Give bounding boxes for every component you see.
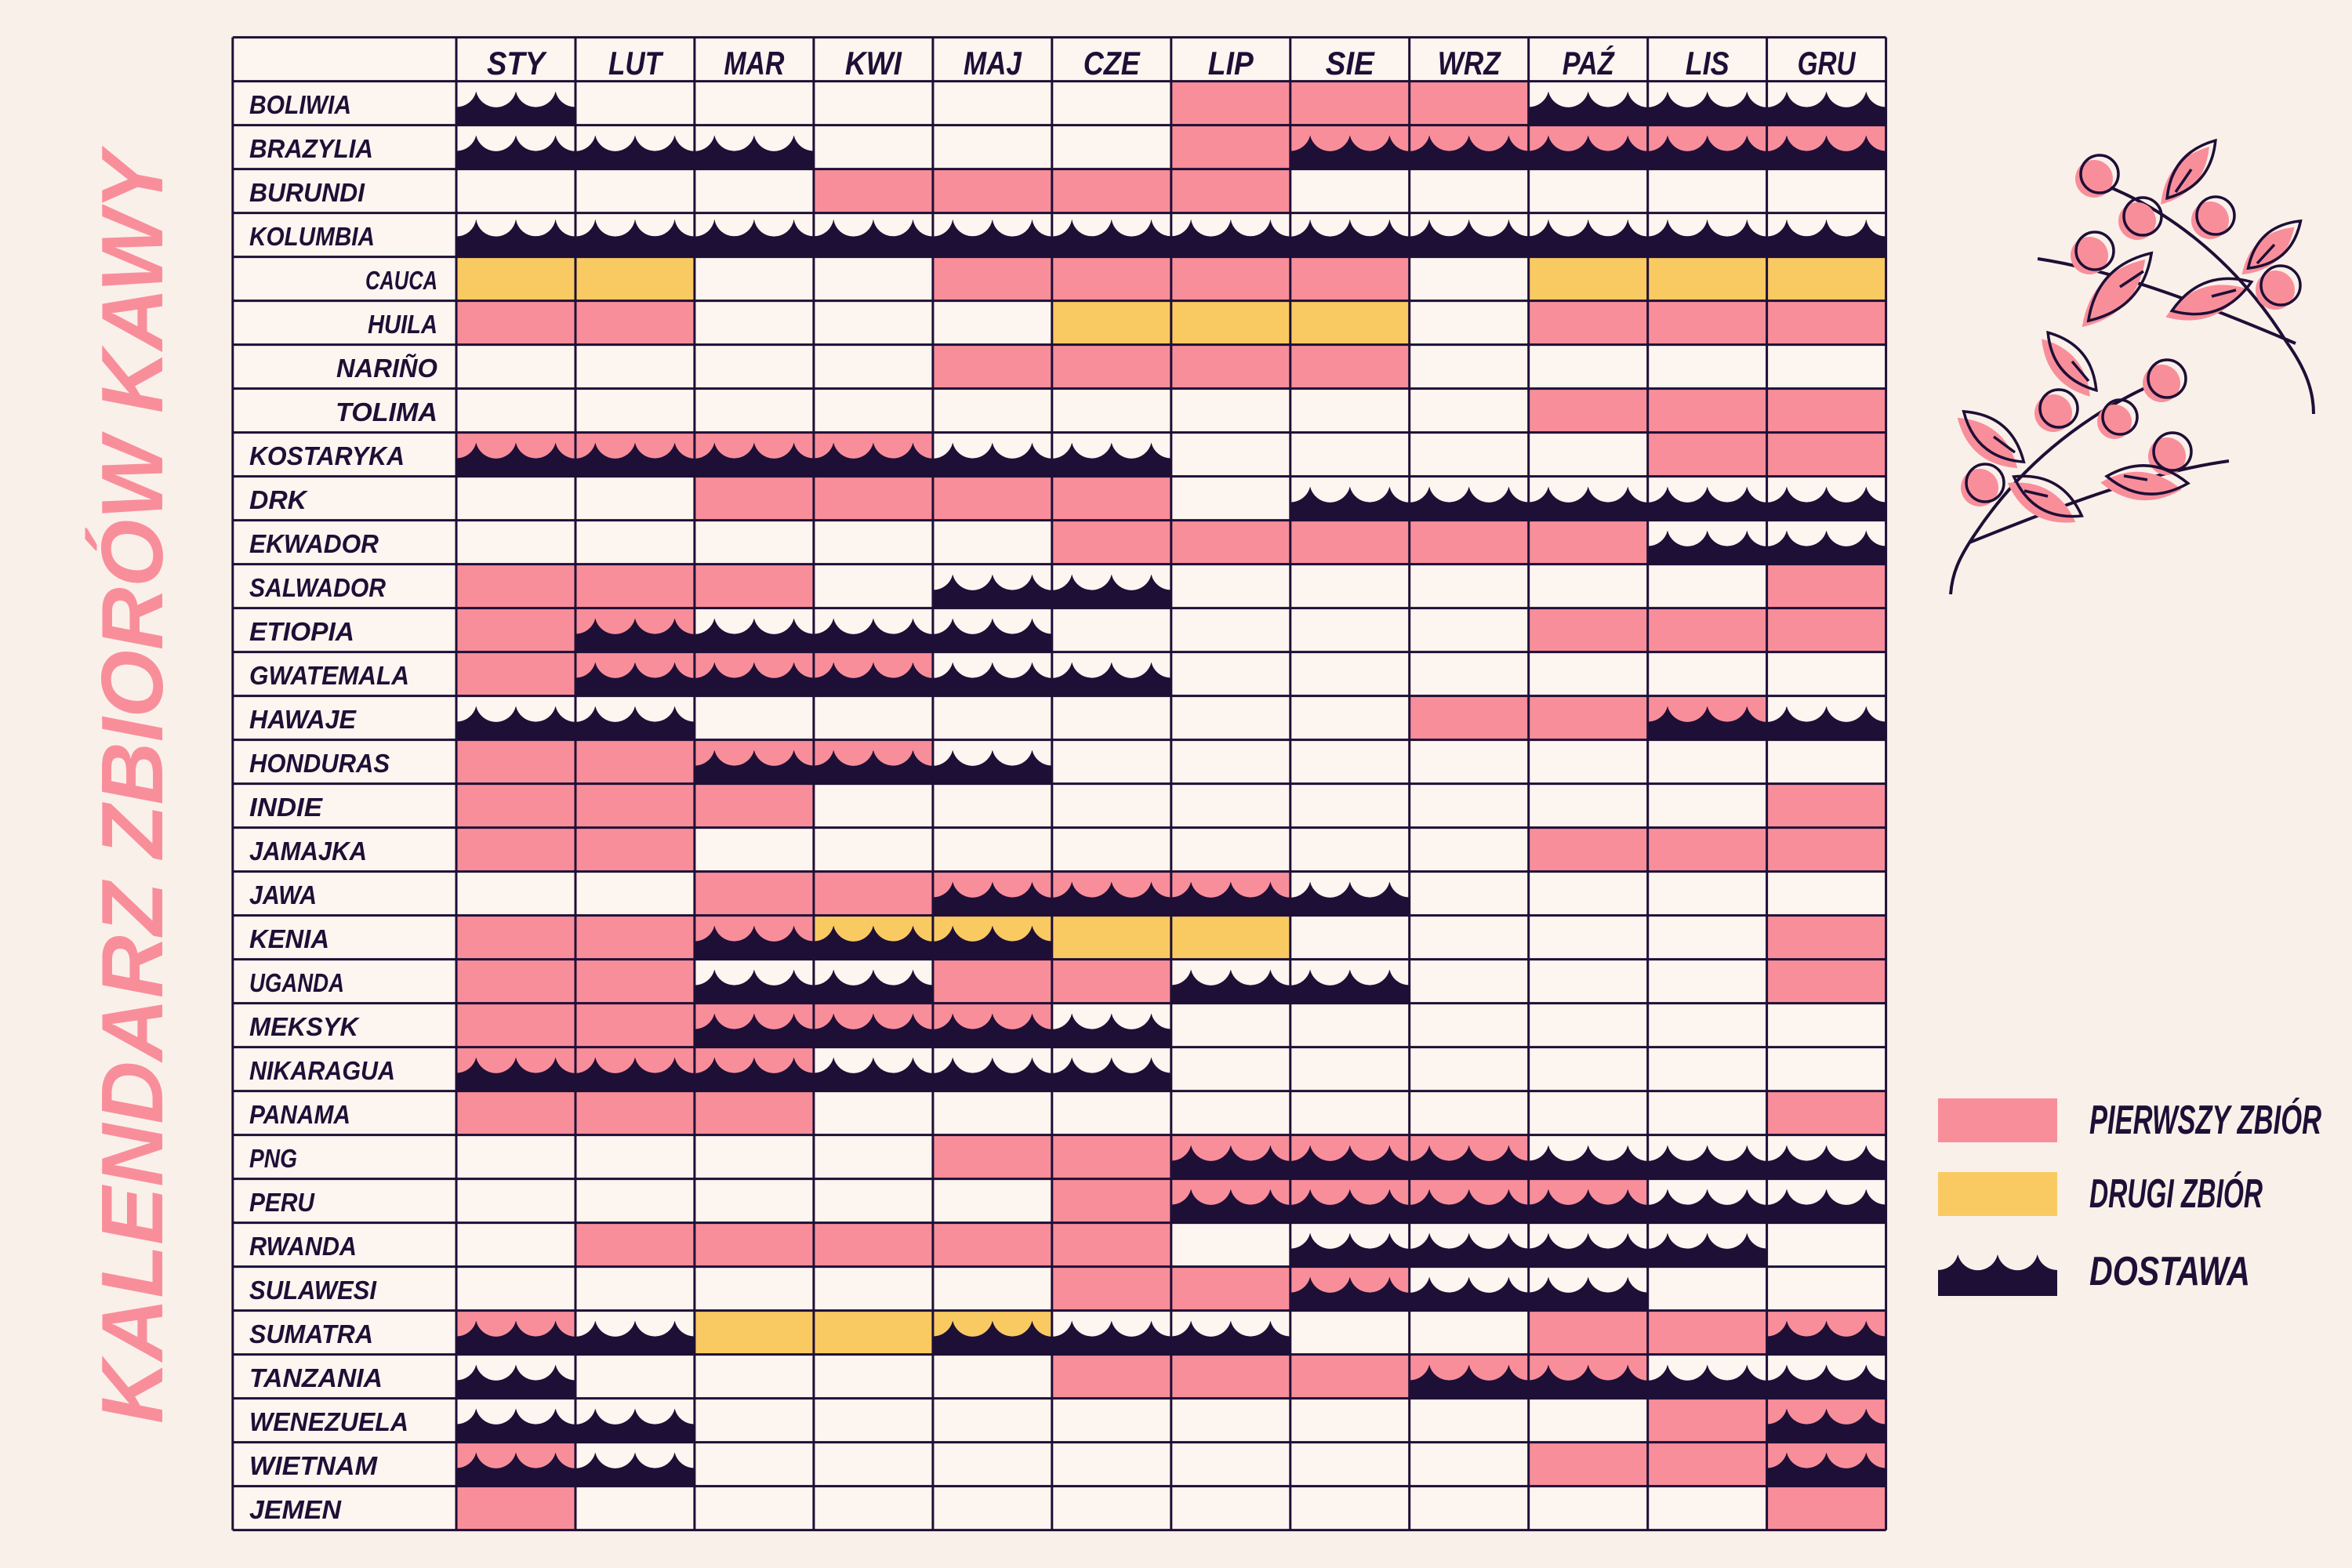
svg-text:WRZ: WRZ bbox=[1438, 45, 1501, 82]
svg-text:WENEZUELA: WENEZUELA bbox=[249, 1407, 408, 1436]
svg-text:PNG: PNG bbox=[249, 1144, 297, 1173]
svg-text:INDIE: INDIE bbox=[249, 793, 323, 822]
svg-text:NARIÑO: NARIÑO bbox=[336, 354, 437, 383]
svg-text:TANZANIA: TANZANIA bbox=[249, 1363, 383, 1392]
svg-text:KENIA: KENIA bbox=[249, 924, 329, 953]
svg-text:TOLIMA: TOLIMA bbox=[336, 397, 437, 426]
svg-text:GWATEMALA: GWATEMALA bbox=[249, 661, 409, 690]
svg-text:BURUNDI: BURUNDI bbox=[249, 178, 365, 207]
svg-text:RWANDA: RWANDA bbox=[249, 1232, 357, 1261]
svg-text:MAJ: MAJ bbox=[964, 45, 1022, 82]
svg-text:UGANDA: UGANDA bbox=[249, 968, 344, 997]
svg-text:LIS: LIS bbox=[1686, 45, 1730, 82]
svg-text:KALENDARZ ZBIORÓW KAWY: KALENDARZ ZBIORÓW KAWY bbox=[84, 145, 181, 1424]
svg-text:JAWA: JAWA bbox=[249, 880, 317, 909]
svg-text:DRUGI ZBIÓR: DRUGI ZBIÓR bbox=[2089, 1171, 2263, 1217]
svg-text:HONDURAS: HONDURAS bbox=[249, 749, 390, 778]
svg-text:MAR: MAR bbox=[724, 45, 785, 82]
svg-text:PIERWSZY ZBIÓR: PIERWSZY ZBIÓR bbox=[2089, 1098, 2321, 1143]
svg-text:PANAMA: PANAMA bbox=[249, 1100, 350, 1129]
svg-text:CZE: CZE bbox=[1083, 45, 1142, 82]
svg-text:CAUCA: CAUCA bbox=[365, 266, 437, 295]
svg-text:HAWAJE: HAWAJE bbox=[249, 705, 357, 734]
svg-text:EKWADOR: EKWADOR bbox=[249, 529, 379, 558]
svg-text:ETIOPIA: ETIOPIA bbox=[249, 617, 354, 646]
svg-text:SALWADOR: SALWADOR bbox=[249, 573, 386, 602]
svg-text:PERU: PERU bbox=[249, 1188, 315, 1217]
svg-text:GRU: GRU bbox=[1798, 45, 1857, 82]
svg-text:HUILA: HUILA bbox=[368, 310, 437, 339]
svg-text:WIETNAM: WIETNAM bbox=[249, 1451, 379, 1480]
svg-text:LIP: LIP bbox=[1208, 45, 1254, 82]
svg-text:MEKSYK: MEKSYK bbox=[249, 1012, 360, 1041]
svg-text:KOLUMBIA: KOLUMBIA bbox=[249, 222, 375, 251]
svg-text:KOSTARYKA: KOSTARYKA bbox=[249, 441, 405, 470]
svg-text:PAŹ: PAŹ bbox=[1563, 45, 1615, 82]
svg-text:BOLIWIA: BOLIWIA bbox=[249, 90, 351, 119]
svg-text:BRAZYLIA: BRAZYLIA bbox=[249, 134, 373, 163]
svg-text:JAMAJKA: JAMAJKA bbox=[249, 837, 367, 866]
svg-text:SUMATRA: SUMATRA bbox=[249, 1319, 373, 1348]
svg-text:JEMEN: JEMEN bbox=[249, 1495, 342, 1524]
svg-text:SIE: SIE bbox=[1326, 45, 1376, 82]
svg-text:LUT: LUT bbox=[608, 45, 664, 82]
svg-text:NIKARAGUA: NIKARAGUA bbox=[249, 1056, 395, 1085]
svg-text:STY: STY bbox=[487, 45, 548, 82]
svg-text:DOSTAWA: DOSTAWA bbox=[2089, 1249, 2250, 1294]
svg-text:KWI: KWI bbox=[845, 45, 902, 82]
svg-text:DRK: DRK bbox=[249, 485, 308, 514]
svg-text:SULAWESI: SULAWESI bbox=[249, 1276, 377, 1305]
